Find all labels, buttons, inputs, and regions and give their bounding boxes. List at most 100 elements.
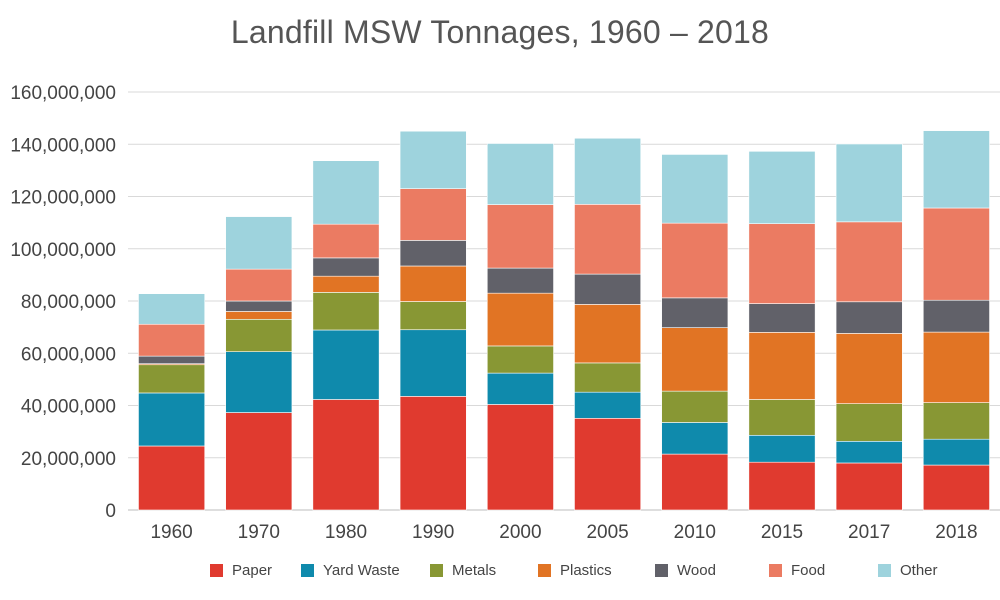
y-tick-label: 160,000,000	[10, 83, 116, 104]
bar-segment-paper	[486, 404, 554, 511]
legend-swatch	[655, 564, 668, 577]
bar-segment-plastics	[225, 311, 293, 320]
y-tick-label: 0	[105, 501, 116, 522]
bar-segment-metals	[399, 301, 467, 331]
legend-label: Metals	[452, 562, 497, 579]
legend-swatch	[430, 564, 443, 577]
y-tick-label: 100,000,000	[10, 240, 116, 261]
x-tick-label: 2000	[499, 522, 541, 543]
legend-item: Yard Waste	[301, 562, 400, 579]
bar-segment-yard-waste	[922, 438, 990, 466]
bar-segment-metals	[835, 403, 903, 442]
bar-segment-yard-waste	[661, 422, 729, 455]
bar-segment-wood	[312, 257, 380, 277]
y-tick-label: 40,000,000	[21, 397, 116, 418]
bar-segment-other	[835, 143, 903, 223]
bar-segment-yard-waste	[138, 392, 206, 447]
bar-segment-metals	[312, 292, 380, 331]
bar-segment-wood	[661, 297, 729, 328]
legend-swatch	[210, 564, 223, 577]
bar-segment-metals	[486, 345, 554, 374]
bar-segment-other	[922, 130, 990, 209]
bar-segment-yard-waste	[312, 329, 380, 400]
bar-segment-other	[574, 137, 642, 205]
bar-segment-other	[748, 151, 816, 224]
y-tick-label: 120,000,000	[10, 188, 116, 209]
x-tick-label: 2017	[848, 522, 890, 543]
bar-segment-wood	[748, 303, 816, 333]
bar-segment-food	[661, 222, 729, 299]
bar-segment-food	[748, 223, 816, 304]
x-tick-label: 2018	[935, 522, 977, 543]
bar-segment-paper	[748, 461, 816, 511]
y-tick-label: 80,000,000	[21, 292, 116, 313]
bar-segment-other	[312, 160, 380, 225]
bar-segment-wood	[835, 301, 903, 334]
x-tick-label: 2005	[586, 522, 628, 543]
bar-segment-food	[138, 323, 206, 357]
bar-segment-plastics	[399, 265, 467, 302]
bar-segment-food	[922, 207, 990, 301]
bar-segment-plastics	[486, 292, 554, 347]
x-tick-label: 1970	[238, 522, 280, 543]
x-tick-label: 1960	[150, 522, 192, 543]
bar-segment-food	[312, 223, 380, 259]
legend: Paper Yard Waste Metals Plastics Wood Food Oth…	[0, 562, 1000, 586]
bar-segment-paper	[661, 453, 729, 511]
legend-label: Other	[900, 562, 938, 579]
bar-segment-wood	[225, 300, 293, 312]
bar-segment-paper	[922, 464, 990, 511]
bar-segment-yard-waste	[225, 351, 293, 413]
legend-label: Wood	[677, 562, 716, 579]
bar-segment-plastics	[748, 332, 816, 400]
bar-segment-metals	[138, 364, 206, 394]
legend-swatch	[538, 564, 551, 577]
bar-segment-yard-waste	[835, 440, 903, 464]
bar-segment-other	[138, 293, 206, 325]
bar-segment-paper	[312, 399, 380, 511]
bar-segment-paper	[574, 418, 642, 511]
bar-segment-metals	[661, 390, 729, 423]
bar-segment-plastics	[574, 304, 642, 364]
bar-segment-other	[225, 216, 293, 270]
legend-swatch	[301, 564, 314, 577]
bars	[138, 130, 990, 511]
legend-item: Food	[769, 562, 825, 579]
bar-segment-other	[486, 143, 554, 205]
bar-segment-metals	[922, 402, 990, 440]
x-tick-label: 1980	[325, 522, 367, 543]
legend-item: Metals	[430, 562, 496, 579]
bar-segment-paper	[225, 412, 293, 511]
bar-segment-yard-waste	[486, 372, 554, 405]
legend-label: Plastics	[560, 562, 612, 579]
bar-segment-wood	[399, 240, 467, 267]
legend-label: Paper	[232, 562, 273, 579]
x-tick-label: 2010	[674, 522, 716, 543]
bar-segment-other	[661, 154, 729, 224]
bar-segment-yard-waste	[748, 434, 816, 463]
x-tick-label: 1990	[412, 522, 454, 543]
legend-item: Other	[878, 562, 938, 579]
bar-segment-wood	[922, 299, 990, 333]
bar-segment-yard-waste	[574, 391, 642, 419]
y-tick-label: 140,000,000	[10, 135, 116, 156]
bar-segment-plastics	[835, 333, 903, 404]
legend-item: Paper	[210, 562, 272, 579]
bar-segment-metals	[574, 362, 642, 393]
legend-label: Yard Waste	[323, 562, 400, 579]
x-axis-ticks: 1960 1970 1980 1990 2000 2005 2010 2015 2017 2018	[150, 522, 977, 543]
bar-segment-food	[486, 204, 554, 269]
legend-label: Food	[791, 562, 826, 579]
bar-segment-plastics	[922, 331, 990, 403]
bar-segment-plastics	[661, 327, 729, 392]
bar-segment-wood	[574, 273, 642, 305]
x-tick-label: 2015	[761, 522, 803, 543]
bar-segment-food	[225, 268, 293, 302]
bar-segment-food	[399, 188, 467, 241]
chart-title: Landfill MSW Tonnages, 1960 – 2018	[230, 14, 770, 50]
y-tick-label: 60,000,000	[21, 344, 116, 365]
bar-segment-wood	[138, 355, 206, 364]
legend-swatch	[769, 564, 782, 577]
bar-segment-paper	[835, 462, 903, 511]
